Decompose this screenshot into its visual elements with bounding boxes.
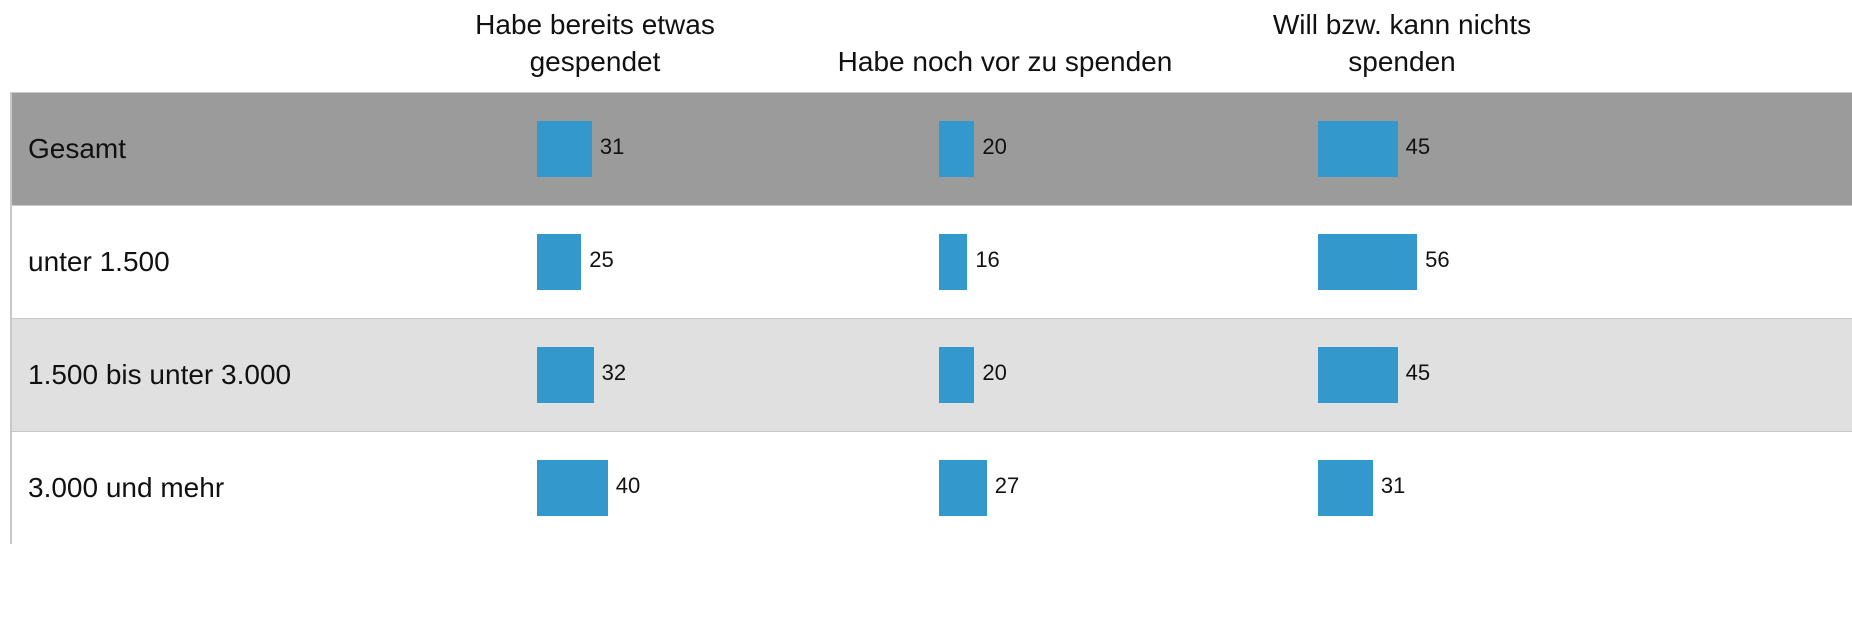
value-label: 56 [1425,247,1450,272]
value-label: 31 [1380,473,1406,498]
bar [537,460,608,516]
bar [537,234,582,290]
bar [1318,234,1418,290]
row-label: Gesamt [28,133,127,164]
bar [939,121,975,177]
row-label: 1.500 bis unter 3.000 [28,359,292,390]
row-label: unter 1.500 [28,246,170,277]
value-label: 40 [615,473,641,498]
bar [537,347,594,403]
row-label: 3.000 und mehr [28,472,225,503]
value-label: 27 [994,473,1020,498]
bar [1318,460,1373,516]
column-header: Habe bereits etwas gespendet [475,9,715,77]
value-label: 32 [601,360,627,385]
bar [939,460,987,516]
value-label: 25 [589,247,614,272]
table-row: Gesamt 31 20 45 [10,92,1852,205]
value-label: 45 [1405,360,1431,385]
table-row: 3.000 und mehr 40 27 31 [10,431,1852,544]
value-label: 20 [982,134,1007,159]
bar [1318,347,1398,403]
table-row: unter 1.500 25 16 56 [10,205,1852,318]
bar [939,347,975,403]
value-label: 20 [982,360,1007,385]
column-header: Will bzw. kann nichts spenden [1272,9,1532,77]
value-label: 16 [975,247,1000,272]
table-row: 1.500 bis unter 3.000 32 20 45 [10,318,1852,431]
bar [1318,121,1398,177]
bar [939,234,968,290]
value-label: 45 [1405,134,1431,159]
column-header: Habe noch vor zu spenden [837,46,1173,77]
value-label: 31 [599,134,625,159]
bar [537,121,592,177]
